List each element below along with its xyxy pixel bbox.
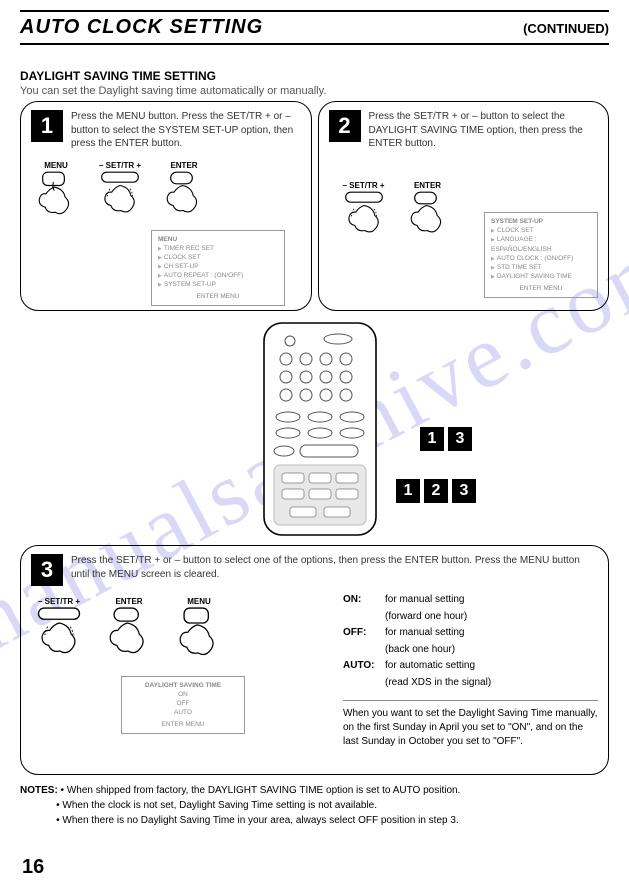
section-subtext: You can set the Daylight saving time aut… xyxy=(20,85,609,97)
continued-label: (CONTINUED) xyxy=(523,21,609,36)
osd-item: TIMER REC SET xyxy=(158,244,278,253)
osd-item: ON xyxy=(128,690,238,699)
osd-item: CH SET-UP xyxy=(158,262,278,271)
step-2-number: 2 xyxy=(329,110,361,142)
enter-button-illus: ENTER xyxy=(403,181,453,246)
rule-under-title xyxy=(20,43,609,45)
osd-item: STD TIME SET xyxy=(491,263,591,272)
osd2-footer: ENTER MENU xyxy=(491,284,591,293)
step-3-number: 3 xyxy=(31,554,63,586)
note-item: When there is no Daylight Saving Time in… xyxy=(62,815,458,826)
option-off-val2: (back one hour) xyxy=(385,643,598,658)
step-2-panel: 2 Press the SET/TR + or – button to sele… xyxy=(318,101,610,311)
settr-press-icon xyxy=(95,170,145,226)
callout-num: 3 xyxy=(448,427,472,451)
settr-label: – SET/TR + xyxy=(342,181,384,190)
osd-item: CLOCK SET xyxy=(491,226,591,235)
osd3-footer: ENTER MENU xyxy=(128,720,238,729)
remote-control-illus xyxy=(260,319,380,544)
osd-item: AUTO REPEAT : (ON/OFF) xyxy=(158,271,278,280)
enter-label: ENTER xyxy=(170,161,197,170)
enter-button-illus: ENTER xyxy=(159,161,209,226)
osd-item: AUTO xyxy=(128,708,238,717)
step-3-text: Press the SET/TR + or – button to select… xyxy=(31,554,598,581)
step-2-text: Press the SET/TR + or – button to select… xyxy=(329,110,599,151)
step-2-osd: SYSTEM SET-UP CLOCK SET LANGUAGE : ESPAÑ… xyxy=(484,212,598,298)
settr-label: – SET/TR + xyxy=(99,161,141,170)
enter-press-icon xyxy=(101,606,157,668)
osd3-title: DAYLIGHT SAVING TIME xyxy=(128,681,238,690)
option-on-val: for manual setting xyxy=(385,593,598,608)
settr-label: – SET/TR + xyxy=(38,597,80,606)
step-1-osd: MENU TIMER REC SET CLOCK SET CH SET-UP A… xyxy=(151,230,285,307)
enter-press-icon xyxy=(403,190,453,246)
section-heading: DAYLIGHT SAVING TIME SETTING xyxy=(20,69,609,83)
step-1-panel: 1 Press the MENU button. Press the SET/T… xyxy=(20,101,312,311)
osd2-title: SYSTEM SET-UP xyxy=(491,217,591,226)
step-1-text: Press the MENU button. Press the SET/TR … xyxy=(31,110,301,151)
note-item: When the clock is not set, Daylight Savi… xyxy=(62,800,377,811)
step-3-panel: 3 Press the SET/TR + or – button to sele… xyxy=(20,545,609,775)
note-item: When shipped from factory, the DAYLIGHT … xyxy=(67,785,461,796)
settr-press-icon xyxy=(339,190,389,246)
osd-item: AUTO CLOCK : (ON/OFF) xyxy=(491,254,591,263)
menu-button-illus: MENU xyxy=(171,597,227,668)
osd1-title: MENU xyxy=(158,235,278,244)
enter-press-icon xyxy=(159,170,209,226)
option-auto-val: for automatic setting xyxy=(385,659,598,674)
menu-button-illus: MENU xyxy=(31,161,81,226)
settr-button-illus: – SET/TR + xyxy=(31,597,87,668)
osd1-footer: ENTER MENU xyxy=(158,292,278,301)
settr-press-icon xyxy=(31,606,87,668)
options-list: ON: for manual setting (forward one hour… xyxy=(343,593,598,690)
option-auto-val2: (read XDS in the signal) xyxy=(385,676,598,691)
settr-button-illus: – SET/TR + xyxy=(95,161,145,226)
osd-item: OFF xyxy=(128,699,238,708)
step-1-number: 1 xyxy=(31,110,63,142)
osd-item: DAYLIGHT SAVING TIME xyxy=(491,272,591,281)
osd-item: SYSTEM SET-UP xyxy=(158,280,278,289)
option-on-val2: (forward one hour) xyxy=(385,610,598,625)
callout-row-2: 1 2 3 xyxy=(396,479,476,503)
manual-note: When you want to set the Daylight Saving… xyxy=(343,700,598,749)
enter-button-illus: ENTER xyxy=(101,597,157,668)
option-auto-key: AUTO: xyxy=(343,659,385,674)
settr-button-illus: – SET/TR + xyxy=(339,181,389,246)
callout-num: 2 xyxy=(424,479,448,503)
page-title: AUTO CLOCK SETTING xyxy=(20,16,263,39)
callout-row-1: 1 3 xyxy=(420,427,472,451)
callout-num: 1 xyxy=(396,479,420,503)
menu-press-icon xyxy=(171,606,227,668)
osd-item: CLOCK SET xyxy=(158,253,278,262)
enter-label: ENTER xyxy=(414,181,441,190)
callout-num: 3 xyxy=(452,479,476,503)
enter-label: ENTER xyxy=(115,597,142,606)
menu-label: MENU xyxy=(187,597,211,606)
option-off-val: for manual setting xyxy=(385,626,598,641)
option-off-key: OFF: xyxy=(343,626,385,641)
osd-item: LANGUAGE : ESPAÑOL/ENGLISH xyxy=(491,235,591,253)
page-number: 16 xyxy=(22,856,44,879)
menu-press-icon xyxy=(31,170,81,226)
rule-top xyxy=(20,10,609,12)
option-on-key: ON: xyxy=(343,593,385,608)
step-3-osd: DAYLIGHT SAVING TIME ON OFF AUTO ENTER M… xyxy=(121,676,245,734)
notes-block: NOTES: • When shipped from factory, the … xyxy=(20,783,609,828)
menu-label: MENU xyxy=(44,161,68,170)
callout-num: 1 xyxy=(420,427,444,451)
notes-label: NOTES: xyxy=(20,785,58,796)
